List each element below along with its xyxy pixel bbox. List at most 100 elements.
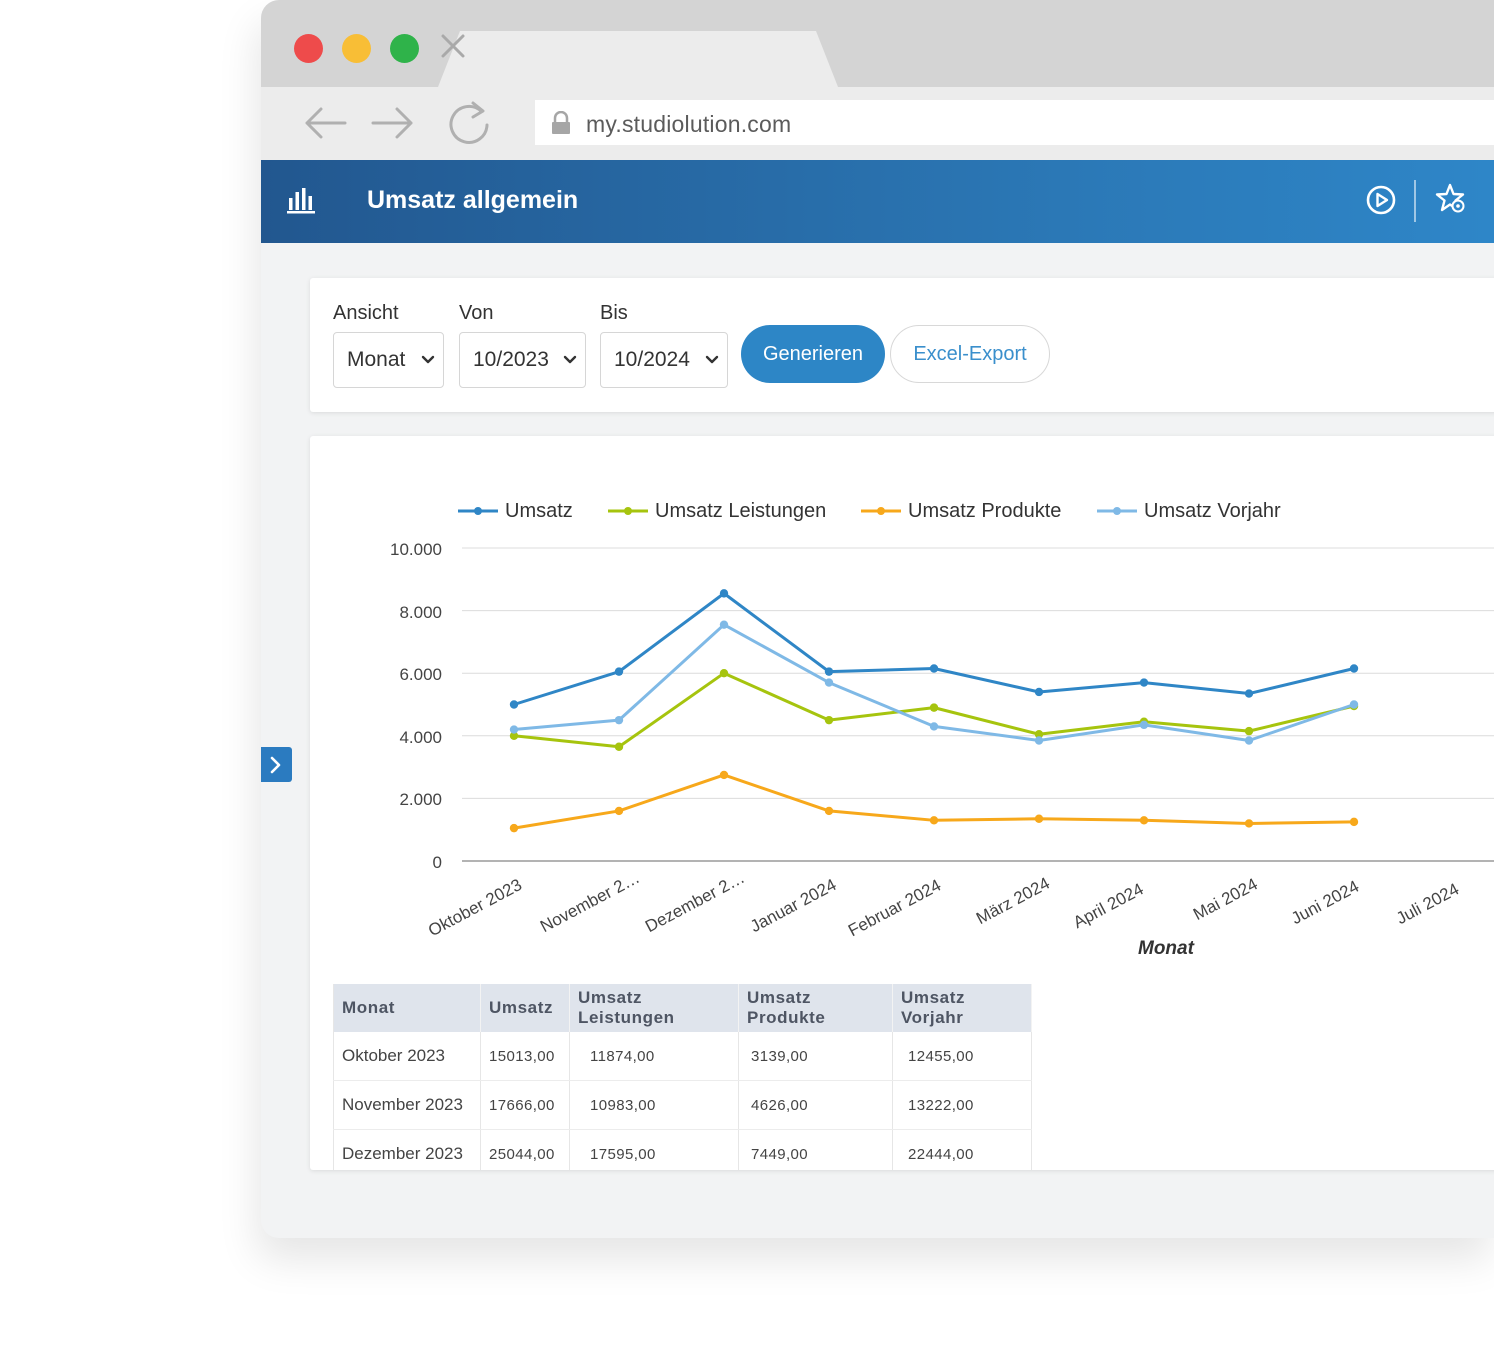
sidebar-toggle-button[interactable] [261,747,292,782]
table-cell: 11874,00 [569,1032,739,1081]
data-point[interactable] [509,823,519,833]
y-tick-label: 0 [432,853,442,872]
column-header[interactable]: Umsatz [480,984,570,1032]
data-point[interactable] [509,731,519,740]
chevron-down-icon [563,355,577,364]
table-cell: 22444,00 [892,1129,1032,1170]
data-point[interactable] [1244,736,1254,745]
data-point[interactable] [719,589,729,598]
reload-icon[interactable] [445,99,493,147]
data-point[interactable] [1034,687,1044,697]
play-circle-icon[interactable] [1365,184,1397,216]
forward-arrow-icon[interactable] [369,99,417,147]
data-point[interactable] [824,806,834,816]
view-select[interactable]: Monat [333,332,444,388]
column-header[interactable]: Umsatz Produkte [738,984,893,1032]
legend-label: Umsatz [505,500,573,522]
data-point[interactable] [1349,700,1359,709]
view-select-value: Monat [347,348,406,371]
y-tick-label: 10.000 [390,540,442,559]
data-point[interactable] [614,715,624,725]
table-header-row: Monat Umsatz Umsatz Leistungen Umsatz Pr… [333,984,1032,1032]
legend-label: Umsatz Vorjahr [1144,500,1281,522]
data-point[interactable] [1139,720,1149,730]
chart-panel: Umsatz Umsatz Leistungen Umsatz Produkte Um… [310,436,1494,1170]
browser-tab[interactable] [438,31,838,87]
line-chart [462,547,1494,862]
page-title: Umsatz allgemein [367,186,579,214]
column-header[interactable]: Umsatz Leistungen [569,984,739,1032]
data-point[interactable] [1034,814,1044,823]
y-tick-label: 4.000 [399,727,442,747]
data-point[interactable] [614,742,624,751]
legend-line-icon [1097,507,1137,515]
data-point[interactable] [1244,819,1254,828]
data-point[interactable] [929,722,939,731]
excel-export-button[interactable]: Excel-Export [890,325,1050,383]
star-settings-icon[interactable] [1433,182,1467,216]
to-label: Bis [600,302,628,324]
window-close-dot[interactable] [294,34,323,63]
data-point[interactable] [824,678,834,687]
table-cell: 25044,00 [480,1129,570,1170]
x-axis-title: Monat [1138,938,1194,959]
data-point[interactable] [929,703,939,712]
window-minimize-dot[interactable] [342,34,371,63]
browser-nav-bar: my.studiolution.com [261,87,1494,160]
data-point[interactable] [929,816,939,825]
data-point[interactable] [1139,816,1149,825]
data-point[interactable] [1244,689,1254,698]
table-cell: 17666,00 [480,1080,570,1130]
data-point[interactable] [824,667,834,676]
view-label: Ansicht [333,302,399,324]
data-point[interactable] [1244,726,1254,736]
to-select-value: 10/2024 [614,348,690,371]
column-header[interactable]: Monat [333,984,481,1032]
bar-chart-icon [287,188,315,214]
table-cell: 13222,00 [892,1080,1032,1130]
browser-window: my.studiolution.com Umsatz allgemein Ans… [261,0,1494,1238]
data-point[interactable] [1034,736,1044,745]
y-tick-label: 2.000 [399,790,442,810]
chevron-down-icon [705,355,719,364]
data-point[interactable] [1349,817,1359,827]
address-bar[interactable]: my.studiolution.com [535,100,1494,145]
tab-close-icon[interactable] [438,31,468,61]
y-tick-label: 8.000 [399,602,442,622]
table-cell: 15013,00 [480,1032,570,1081]
table-row: Oktober 2023 15013,00 11874,00 3139,00 1… [333,1032,1032,1081]
data-point[interactable] [719,620,729,629]
data-point[interactable] [719,770,729,780]
table-cell: 10983,00 [569,1080,739,1130]
data-point[interactable] [929,664,939,673]
table-cell: 17595,00 [569,1129,739,1170]
chevron-right-icon [270,756,281,774]
data-point[interactable] [1349,664,1359,673]
data-point[interactable] [509,725,519,734]
table-row: Dezember 2023 25044,00 17595,00 7449,00 … [333,1129,1032,1170]
legend-line-icon [861,507,901,515]
y-tick-label: 6.000 [399,665,442,685]
series-line [513,591,1355,706]
data-point[interactable] [614,667,624,676]
data-point[interactable] [614,806,624,816]
data-point[interactable] [1034,730,1044,739]
table-cell: Dezember 2023 [333,1129,481,1170]
data-point[interactable] [509,700,519,709]
data-point[interactable] [719,669,729,678]
generate-button[interactable]: Generieren [741,325,885,383]
table-cell: November 2023 [333,1080,481,1130]
column-header[interactable]: Umsatz Vorjahr [892,984,1032,1032]
data-point[interactable] [1139,678,1149,687]
back-arrow-icon[interactable] [301,99,349,147]
filter-panel: Ansicht Von Bis Monat 10/2023 10/2024 Ge… [310,278,1494,412]
from-select[interactable]: 10/2023 [459,332,586,388]
table-cell: 7449,00 [738,1129,893,1170]
url-text: my.studiolution.com [586,111,792,137]
to-select[interactable]: 10/2024 [600,332,728,388]
window-maximize-dot[interactable] [390,34,419,63]
data-point[interactable] [824,715,834,725]
header-divider [1414,180,1416,222]
lock-icon [552,111,570,134]
chevron-down-icon [421,355,435,364]
